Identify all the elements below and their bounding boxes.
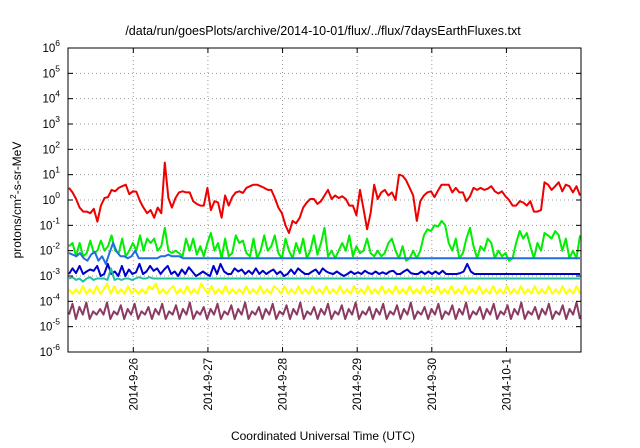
y-tick-exp: -3 — [52, 266, 60, 276]
y-tick-base: 10 — [42, 43, 55, 55]
y-tick-exp: -2 — [52, 241, 60, 251]
y-tick-base: 10 — [40, 220, 53, 232]
y-tick-base: 10 — [40, 246, 53, 258]
x-tick-label: 2014-9-30 — [427, 358, 439, 410]
y-tick-base: 10 — [40, 296, 53, 308]
y-tick-base: 10 — [42, 94, 55, 106]
x-tick-label: 2014-9-27 — [203, 358, 215, 410]
x-tick-label: 2014-9-29 — [352, 358, 364, 410]
y-axis-label-base: protons/cm — [10, 199, 24, 258]
y-tick-base: 10 — [42, 119, 55, 131]
series-line-7 — [68, 301, 581, 320]
y-tick-base: 10 — [40, 347, 53, 359]
x-axis-label: Coordinated Universal Time (UTC) — [231, 429, 415, 443]
y-tick-label: 100 — [42, 190, 60, 207]
y-tick-exp: -4 — [52, 291, 60, 301]
y-tick-base: 10 — [42, 144, 55, 156]
y-tick-label: 106 — [42, 38, 60, 55]
y-tick-exp: 6 — [55, 38, 60, 48]
series-line-2 — [68, 219, 581, 262]
y-axis-label-rest: -s-sr-MeV — [10, 142, 24, 195]
y-tick-label: 10-1 — [40, 215, 61, 232]
series-line-5 — [68, 267, 580, 283]
y-tick-label: 101 — [42, 165, 60, 182]
x-tick-labels: 2014-9-26 2014-9-27 2014-9-28 2014-9-29 2014… — [128, 48, 513, 410]
y-axis-label: protons/cm2-s-sr-MeV — [8, 142, 24, 259]
y-tick-label: 10-4 — [40, 291, 61, 308]
x-tick-label: 2014-9-28 — [278, 358, 290, 410]
series-lines — [68, 161, 581, 320]
y-tick-exp: -6 — [52, 342, 60, 352]
y-tick-exp: -5 — [52, 317, 60, 327]
y-tick-label: 104 — [42, 89, 60, 106]
y-tick-label: 103 — [42, 114, 60, 131]
y-tick-label: 10-6 — [40, 342, 61, 359]
chart-title: /data/run/goesPlots/archive/2014-10-01/f… — [125, 24, 521, 38]
y-tick-base: 10 — [40, 271, 53, 283]
y-axis-label-sup: 2 — [8, 194, 18, 199]
y-tick-label: 10-2 — [40, 241, 61, 258]
y-tick-label: 102 — [42, 139, 60, 156]
series-line-4 — [68, 262, 580, 277]
plot-frame — [67, 47, 582, 353]
y-tick-base: 10 — [42, 170, 55, 182]
y-tick-exp: 3 — [55, 114, 60, 124]
y-tick-label: 10-5 — [40, 317, 61, 334]
y-tick-exp: 5 — [55, 63, 60, 73]
y-tick-base: 10 — [42, 195, 55, 207]
y-tick-label: 10-3 — [40, 266, 61, 283]
y-tick-base: 10 — [40, 322, 53, 334]
y-tick-exp: 4 — [55, 89, 60, 99]
x-tick-label: 2014-9-26 — [128, 358, 140, 410]
y-tick-exp: 0 — [55, 190, 60, 200]
y-tick-exp: 2 — [55, 139, 60, 149]
y-tick-exp: -1 — [52, 215, 60, 225]
y-tick-label: 105 — [42, 63, 60, 80]
y-tick-base: 10 — [42, 68, 55, 80]
grid-lines — [68, 48, 581, 352]
y-tick-labels: 10-610-510-410-310-210-11001011021031041… — [40, 38, 581, 359]
series-line-1 — [68, 161, 581, 234]
y-tick-exp: 1 — [55, 165, 60, 175]
x-tick-label: 2014-10-1 — [501, 358, 513, 410]
series-line-3 — [68, 242, 580, 265]
series-line-6 — [68, 282, 581, 295]
